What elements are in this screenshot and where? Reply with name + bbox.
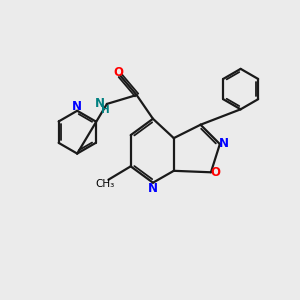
Text: H: H bbox=[101, 105, 110, 115]
Text: N: N bbox=[148, 182, 158, 194]
Text: O: O bbox=[210, 167, 220, 179]
Text: N: N bbox=[72, 100, 82, 113]
Text: N: N bbox=[95, 97, 105, 110]
Text: CH₃: CH₃ bbox=[96, 179, 115, 189]
Text: O: O bbox=[114, 66, 124, 79]
Text: N: N bbox=[218, 137, 228, 150]
